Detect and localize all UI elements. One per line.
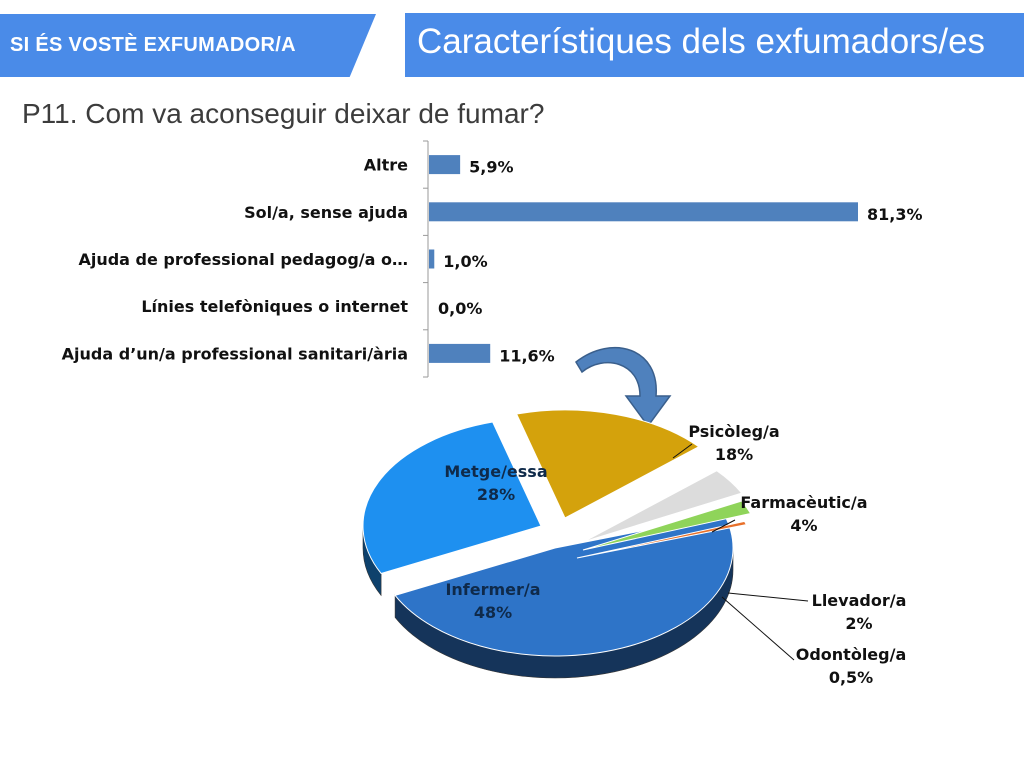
bar-value-label: 5,9% [469, 158, 513, 177]
pie-slice-value: 2% [845, 614, 872, 633]
bar-value-label: 0,0% [438, 299, 482, 318]
pie-slice-value: 4% [790, 516, 817, 535]
pie-slice-value: 0,5% [829, 668, 873, 687]
bar-chart: Altre 5,9% Sol/a, sense ajuda 81,3% Ajuda de… [62, 140, 923, 378]
pie-slice [582, 470, 743, 543]
bar [429, 343, 491, 363]
pie-slice-value: 18% [715, 445, 753, 464]
section-label: SI ÉS VOSTÈ EXFUMADOR/A [10, 34, 296, 56]
bar-category-label: Línies telefòniques o internet [141, 297, 408, 316]
pie-slice [515, 409, 700, 519]
bar-category-label: Sol/a, sense ajuda [244, 203, 408, 222]
pie-slice [582, 500, 752, 551]
bar [429, 155, 461, 175]
bar-category-label: Altre [364, 156, 408, 175]
bar-category-label: Ajuda de professional pedagog/a o… [78, 250, 408, 269]
curved-arrow-icon [575, 346, 672, 428]
pie-slice-value: 28% [477, 485, 515, 504]
pie-leader-line [672, 443, 693, 459]
pie-slice-label: Llevador/a [812, 591, 907, 610]
section-banner: SI ÉS VOSTÈ EXFUMADOR/A [0, 14, 376, 77]
pie-slice-label: Farmacèutic/a [740, 493, 867, 512]
pie-slice-label: Metge/essa [444, 462, 547, 481]
title-banner: Característiques dels exfumadors/es [405, 13, 1024, 77]
pie-leader-line [721, 596, 795, 661]
page-title: Característiques dels exfumadors/es [417, 22, 986, 61]
pie-slice [394, 514, 734, 657]
bar-value-label: 81,3% [867, 205, 923, 224]
bar-value-label: 1,0% [443, 252, 487, 271]
pie-slice-label: Odontòleg/a [796, 645, 907, 664]
pie-slice-label: Psicòleg/a [688, 422, 779, 441]
pie-slice [576, 520, 748, 559]
pie-slice [362, 421, 542, 575]
pie-leader-line [711, 519, 736, 533]
bar [429, 202, 858, 222]
arrow-shape [575, 346, 672, 428]
pie-chart: Infermer/a 48% Metge/essa 28% Psicòleg/a 18% F… [362, 409, 907, 687]
pie-slice-label: Infermer/a [445, 580, 540, 599]
bar [429, 249, 435, 269]
bar-category-label: Ajuda d’un/a professional sanitari/ària [62, 344, 408, 363]
pie-leader-line [727, 592, 809, 602]
pie-slice-value: 48% [474, 603, 512, 622]
bar-value-label: 11,6% [499, 346, 555, 365]
question-title: P11. Com va aconseguir deixar de fumar? [22, 98, 545, 129]
